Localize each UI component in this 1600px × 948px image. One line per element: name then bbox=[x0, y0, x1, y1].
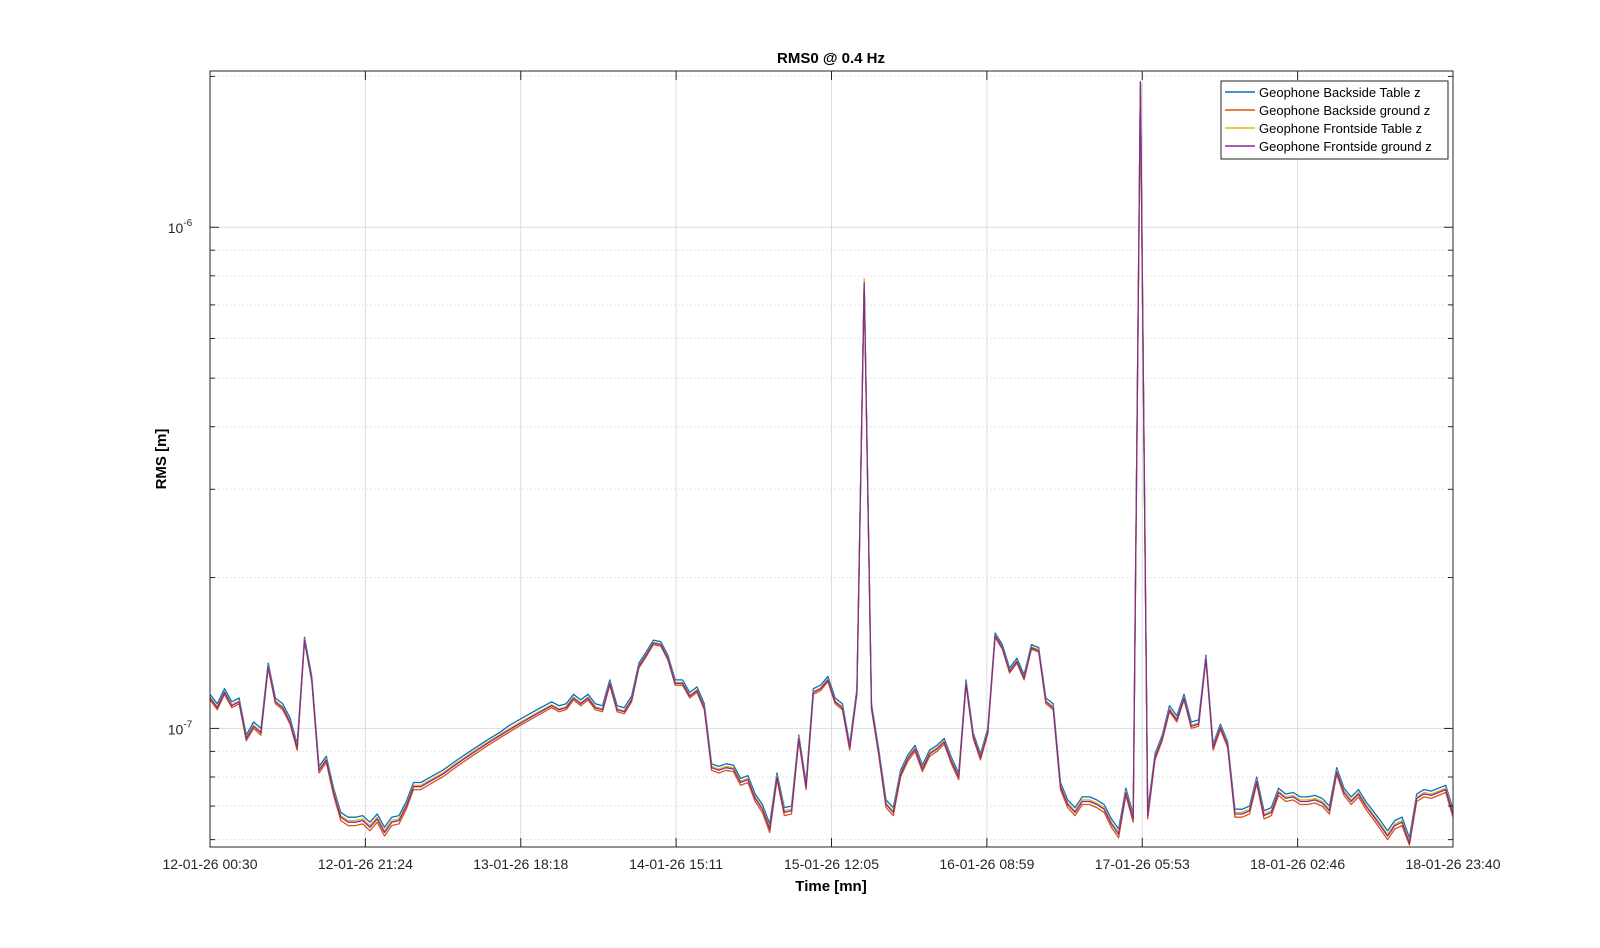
y-tick-base: 10 bbox=[168, 721, 184, 737]
x-tick-label: 14-01-26 15:11 bbox=[629, 856, 723, 872]
series-line-4 bbox=[209, 81, 1454, 844]
y-tick-exponent: -7 bbox=[183, 719, 192, 730]
legend: Geophone Backside Table z Geophone Backsi… bbox=[1220, 80, 1449, 160]
legend-entry: Geophone Backside ground z bbox=[1259, 103, 1430, 118]
plot-frame bbox=[209, 70, 1454, 848]
y-tick-base: 10 bbox=[168, 220, 184, 236]
x-tick-label: 13-01-26 18:18 bbox=[473, 856, 568, 872]
x-tick-label: 18-01-26 02:46 bbox=[1250, 856, 1345, 872]
chart-title: RMS0 @ 0.4 Hz bbox=[777, 50, 885, 67]
x-tick-label: 17-01-26 05:53 bbox=[1095, 856, 1190, 872]
axis-ticks: 12-01-26 00:30 12-01-26 21:24 13-01-26 18:… bbox=[163, 71, 1501, 872]
x-tick-label: 18-01-26 23:40 bbox=[1406, 856, 1501, 872]
y-tick-label: 10-7 bbox=[168, 719, 193, 737]
x-tick-label: 15-01-26 12:05 bbox=[784, 856, 879, 872]
legend-entry: Geophone Backside Table z bbox=[1259, 85, 1421, 100]
x-tick-label: 16-01-26 08:59 bbox=[939, 856, 1034, 872]
series-lines bbox=[209, 81, 1454, 846]
legend-entry: Geophone Frontside Table z bbox=[1259, 121, 1422, 136]
y-tick-exponent: -6 bbox=[183, 218, 192, 229]
x-tick-label: 12-01-26 21:24 bbox=[318, 856, 413, 872]
y-axis-label: RMS [m] bbox=[153, 429, 170, 490]
y-tick-label: 10-6 bbox=[168, 218, 193, 236]
legend-entry: Geophone Frontside ground z bbox=[1259, 139, 1432, 154]
x-axis-label: Time [mn] bbox=[795, 878, 866, 895]
legend-box bbox=[1220, 80, 1449, 160]
x-tick-label: 12-01-26 00:30 bbox=[163, 856, 258, 872]
series-line-1 bbox=[209, 81, 1454, 839]
